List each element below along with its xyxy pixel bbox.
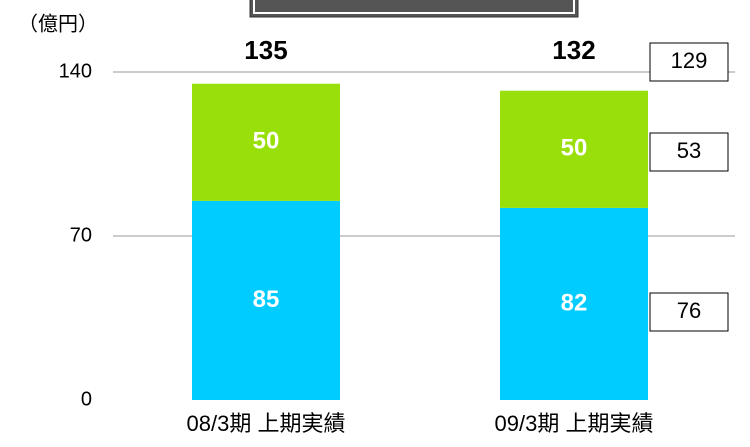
y-tick-label: 140 [59,60,92,82]
data-label: 50 [253,128,280,155]
data-label: 85 [253,286,280,313]
annotation-box [649,292,729,332]
annotation: 129 [671,48,708,73]
total-label: 132 [552,35,595,65]
bar-segment [192,200,340,400]
bar-segment [500,90,648,208]
title-box [249,0,579,18]
y-tick-label: 0 [81,388,92,410]
x-tick-label: 08/3期 上期実績 [187,411,346,436]
annotation-box [649,42,729,82]
y-tick-label: 70 [70,224,92,246]
annotation-box [649,132,729,172]
unit-label: （億円） [18,12,98,35]
bar-segment [192,83,340,201]
annotation: 76 [677,298,701,323]
x-tick-label: 09/3期 上期実績 [495,411,654,436]
data-label: 82 [561,289,588,316]
total-label: 135 [244,35,287,65]
bar-segment [500,207,648,400]
data-label: 50 [561,135,588,162]
annotation: 53 [677,138,701,163]
title-box-inner [253,0,575,14]
